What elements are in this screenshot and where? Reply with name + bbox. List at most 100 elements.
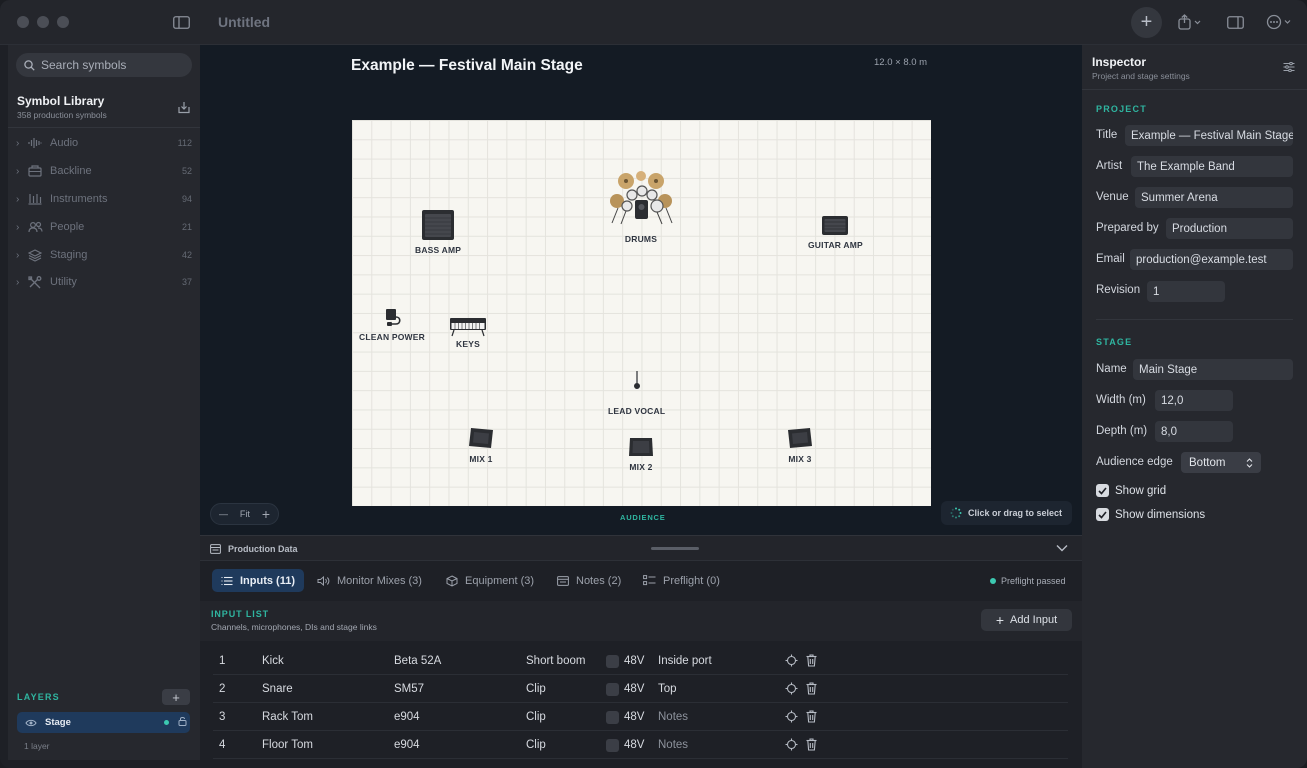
mic-model[interactable]: SM57 xyxy=(394,683,425,695)
mic-model[interactable]: e904 xyxy=(394,711,420,723)
search-box[interactable] xyxy=(16,53,192,77)
symbol-mix-3[interactable]: MIX 3 xyxy=(786,426,814,464)
symbol-clean-power[interactable]: CLEAN POWER xyxy=(359,308,425,342)
category-backline[interactable]: › Backline 52 xyxy=(16,159,192,183)
instruments-icon xyxy=(26,192,44,206)
revision-field[interactable]: 1 xyxy=(1147,281,1225,302)
checkbox[interactable] xyxy=(1096,484,1109,497)
minimize-window-button[interactable] xyxy=(37,16,49,28)
category-people[interactable]: › People 21 xyxy=(16,215,192,239)
stand-type[interactable]: Clip xyxy=(526,739,546,751)
input-notes[interactable]: Notes xyxy=(658,711,689,723)
show-dimensions-toggle[interactable]: Show dimensions xyxy=(1096,508,1205,521)
add-layer-button[interactable]: + xyxy=(162,689,190,705)
row-actions xyxy=(785,682,817,695)
input-notes[interactable]: Inside port xyxy=(658,655,712,667)
stand-type[interactable]: Clip xyxy=(526,711,546,723)
category-label: Utility xyxy=(50,276,77,288)
collapse-panel-button[interactable] xyxy=(1056,541,1068,555)
tab-notes[interactable]: Notes (2) xyxy=(548,569,630,592)
tab-monitor-mixes[interactable]: Monitor Mixes (3) xyxy=(308,569,431,592)
microphone-stand-icon xyxy=(633,371,640,389)
layers-stack-icon xyxy=(26,248,44,262)
input-name[interactable]: Kick xyxy=(262,655,284,667)
toggle-inspector-button[interactable] xyxy=(1225,11,1245,33)
field-label: Title xyxy=(1096,129,1118,141)
share-button[interactable] xyxy=(1177,11,1205,33)
depth-field[interactable]: 8,0 xyxy=(1155,421,1233,442)
category-audio[interactable]: › Audio 112 xyxy=(16,131,192,155)
input-notes[interactable]: Top xyxy=(658,683,677,695)
tab-inputs[interactable]: Inputs (11) xyxy=(212,569,305,592)
category-staging[interactable]: › Staging 42 xyxy=(16,243,192,267)
phantom-power-checkbox[interactable] xyxy=(606,739,619,752)
input-name[interactable]: Floor Tom xyxy=(262,739,313,751)
width-field[interactable]: 12,0 xyxy=(1155,390,1233,411)
inspector-options-button[interactable] xyxy=(1283,61,1295,75)
input-name[interactable]: Rack Tom xyxy=(262,711,313,723)
mic-model[interactable]: Beta 52A xyxy=(394,655,442,667)
stage-canvas-area[interactable]: Example — Festival Main Stage 12.0 × 8.0… xyxy=(200,45,1082,535)
artist-field[interactable]: The Example Band xyxy=(1131,156,1293,177)
tab-preflight[interactable]: Preflight (0) xyxy=(634,569,729,592)
zoom-out-button[interactable]: — xyxy=(219,509,228,519)
venue-field[interactable]: Summer Arena xyxy=(1135,187,1293,208)
add-button[interactable]: + xyxy=(1131,7,1162,38)
title-field[interactable]: Example — Festival Main Stage xyxy=(1125,125,1293,146)
stage-name-field[interactable]: Main Stage xyxy=(1133,359,1293,380)
search-input[interactable] xyxy=(41,58,181,72)
email-field[interactable]: production@example.test xyxy=(1130,249,1293,270)
stand-type[interactable]: Clip xyxy=(526,683,546,695)
symbol-label: LEAD VOCAL xyxy=(608,406,666,416)
zoom-window-button[interactable] xyxy=(57,16,69,28)
mic-model[interactable]: e904 xyxy=(394,739,420,751)
symbol-keys[interactable]: KEYS xyxy=(449,315,487,349)
category-instruments[interactable]: › Instruments 94 xyxy=(16,187,192,211)
phantom-power-checkbox[interactable] xyxy=(606,683,619,696)
table-row[interactable]: 3 Rack Tom e904 Clip 48V Notes xyxy=(213,704,1068,731)
checkbox[interactable] xyxy=(1096,508,1109,521)
locate-icon xyxy=(785,682,798,695)
symbol-label: MIX 2 xyxy=(629,462,653,472)
show-grid-label: Show grid xyxy=(1115,484,1167,497)
close-window-button[interactable] xyxy=(17,16,29,28)
stage-plot[interactable]: BASS AMP DRUMS GUITAR AMP CLEAN POWER KE… xyxy=(352,120,931,506)
library-title: Symbol Library xyxy=(17,94,105,108)
table-row[interactable]: 2 Snare SM57 Clip 48V Top xyxy=(213,676,1068,703)
tab-equipment[interactable]: Equipment (3) xyxy=(437,569,543,592)
symbol-mix-1[interactable]: MIX 1 xyxy=(467,426,495,464)
symbol-drums[interactable]: DRUMS xyxy=(606,168,676,244)
divider xyxy=(8,127,200,128)
resize-handle[interactable] xyxy=(651,547,699,550)
symbol-label: BASS AMP xyxy=(415,245,462,255)
category-label: Audio xyxy=(50,137,79,149)
stand-type[interactable]: Short boom xyxy=(526,655,586,667)
input-notes[interactable]: Notes xyxy=(658,739,689,751)
symbol-label: DRUMS xyxy=(624,234,658,244)
guitar-amp-icon xyxy=(822,216,849,235)
symbol-lead-vocal[interactable]: LEAD VOCAL xyxy=(608,370,665,416)
share-icon xyxy=(1178,14,1201,30)
production-data-header[interactable]: Production Data xyxy=(200,535,1082,561)
show-grid-toggle[interactable]: Show grid xyxy=(1096,484,1166,497)
zoom-in-button[interactable]: + xyxy=(261,506,270,522)
category-utility[interactable]: › Utility 37 xyxy=(16,270,192,294)
lock-icon[interactable] xyxy=(178,716,187,729)
phantom-power-checkbox[interactable] xyxy=(606,655,619,668)
zoom-fit-button[interactable]: Fit xyxy=(239,509,250,519)
audience-edge-select[interactable]: Bottom xyxy=(1181,452,1261,473)
table-row[interactable]: 4 Floor Tom e904 Clip 48V Notes xyxy=(213,732,1068,759)
plus-icon: + xyxy=(1140,11,1153,33)
input-name[interactable]: Snare xyxy=(262,683,293,695)
toggle-sidebar-button[interactable] xyxy=(171,11,191,33)
prepared-by-field[interactable]: Production xyxy=(1166,218,1293,239)
layer-item-stage[interactable]: Stage xyxy=(17,712,190,733)
symbol-bass-amp[interactable]: BASS AMP xyxy=(415,209,461,255)
add-input-button[interactable]: + Add Input xyxy=(981,609,1072,631)
symbol-guitar-amp[interactable]: GUITAR AMP xyxy=(808,215,863,250)
import-library-button[interactable] xyxy=(178,101,190,117)
phantom-power-checkbox[interactable] xyxy=(606,711,619,724)
table-row[interactable]: 1 Kick Beta 52A Short boom 48V Inside po… xyxy=(213,648,1068,675)
symbol-mix-2[interactable]: MIX 2 xyxy=(628,436,654,472)
more-options-button[interactable] xyxy=(1265,11,1295,33)
